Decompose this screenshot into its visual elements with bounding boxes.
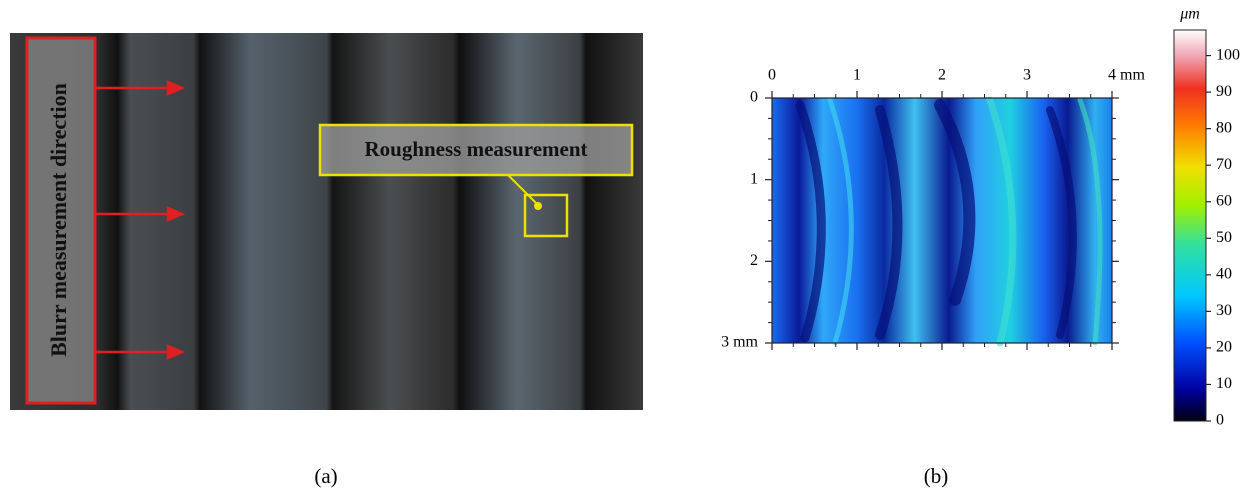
y-tick-label: 3 mm <box>721 334 758 351</box>
caption-b: (b) <box>924 464 949 488</box>
x-tick-label: 2 <box>938 67 946 84</box>
x-tick-label: 3 <box>1023 67 1031 84</box>
colorbar-tick-label: 60 <box>1216 192 1232 209</box>
colorbar-tick-label: 40 <box>1216 266 1232 283</box>
colorbar-unit: μm <box>1179 6 1200 23</box>
colorbar-tick-label: 10 <box>1216 375 1232 392</box>
colorbar-tick-label: 90 <box>1216 83 1232 100</box>
x-tick-label: 4 mm <box>1108 67 1145 84</box>
x-tick-label: 0 <box>768 67 776 84</box>
colorbar-tick-label: 30 <box>1216 302 1232 319</box>
colorbar-tick-label: 20 <box>1216 339 1232 356</box>
y-tick-label: 1 <box>750 170 758 187</box>
sample-photo <box>10 33 643 410</box>
colorbar <box>1174 30 1206 421</box>
colorbar-tick-label: 0 <box>1216 412 1224 429</box>
y-tick-label: 2 <box>750 252 758 269</box>
y-tick-label: 0 <box>750 89 758 106</box>
colorbar-tick-label: 70 <box>1216 156 1232 173</box>
direction-label: Blurr measurement direction <box>46 83 71 357</box>
colorbar-tick-label: 50 <box>1216 229 1232 246</box>
measure-dot <box>534 202 542 210</box>
x-tick-label: 1 <box>853 67 861 84</box>
colorbar-tick-label: 100 <box>1216 46 1240 63</box>
colorbar-tick-label: 80 <box>1216 119 1232 136</box>
caption-a: (a) <box>314 464 337 488</box>
roughness-label: Roughness measurement <box>364 137 587 161</box>
figure: Blurr measurement direction Roughness me… <box>0 0 1258 493</box>
